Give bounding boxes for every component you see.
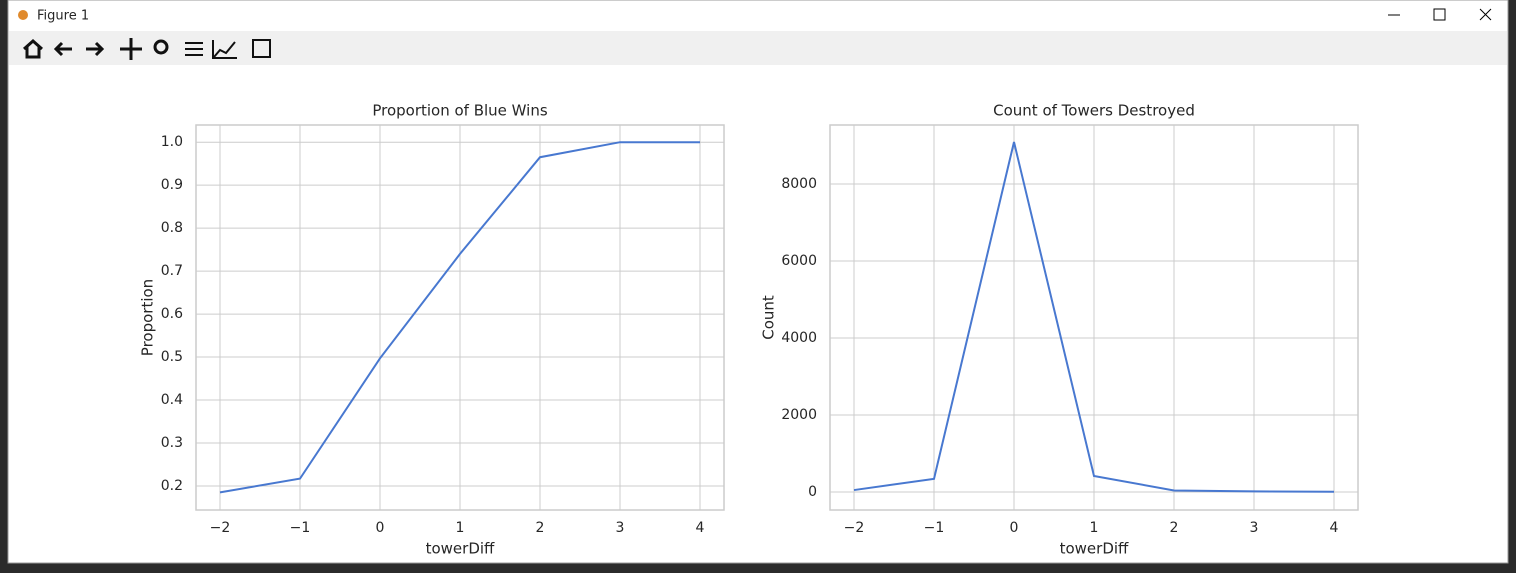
y-tick-label: 0.4: [161, 392, 183, 408]
x-tick-label: 0: [1010, 520, 1019, 536]
y-axis-label: Proportion: [139, 279, 157, 356]
y-tick-label: 8000: [781, 176, 817, 192]
maximize-button[interactable]: [1433, 8, 1446, 21]
x-tick-label: 3: [616, 520, 625, 536]
y-tick-label: 0.5: [161, 349, 183, 365]
window-title: Figure 1: [37, 9, 89, 24]
x-tick-label: 2: [536, 520, 545, 536]
y-tick-label: 0: [808, 484, 817, 500]
app-icon: [18, 10, 28, 20]
y-tick-label: 0.7: [161, 263, 183, 279]
x-axis-label: towerDiff: [1060, 540, 1129, 558]
toolbar: [9, 31, 1507, 65]
y-axis-label: Count: [760, 295, 778, 340]
x-tick-label: 4: [1330, 520, 1339, 536]
x-tick-label: 0: [376, 520, 385, 536]
x-tick-label: −2: [210, 520, 231, 536]
back-button[interactable]: [53, 41, 72, 57]
line-series: [853, 141, 1335, 493]
x-tick-label: 1: [456, 520, 465, 536]
y-tick-label: 0.3: [161, 435, 183, 451]
window: [7, 0, 1509, 564]
y-tick-label: 0.2: [161, 478, 183, 494]
forward-button[interactable]: [86, 41, 105, 57]
toolbar-icons: [23, 38, 271, 60]
close-button[interactable]: [1479, 8, 1492, 21]
x-tick-label: 1: [1090, 520, 1099, 536]
x-axis-label: towerDiff: [426, 540, 495, 558]
y-tick-label: 0.8: [161, 220, 183, 236]
pan-button[interactable]: [120, 38, 142, 60]
axes-frame: [195, 124, 725, 511]
chart-title: Count of Towers Destroyed: [993, 102, 1195, 120]
save-button[interactable]: [252, 39, 271, 58]
y-tick-label: 2000: [781, 407, 817, 423]
configure-button[interactable]: [185, 42, 203, 56]
y-tick-label: 1.0: [161, 134, 183, 150]
y-tick-label: 0.6: [161, 306, 183, 322]
zoom-button[interactable]: [153, 39, 169, 55]
axes-frame: [829, 124, 1359, 511]
y-tick-label: 6000: [781, 253, 817, 269]
edit-button[interactable]: [212, 40, 237, 59]
x-tick-label: −1: [924, 520, 945, 536]
x-tick-label: −2: [844, 520, 865, 536]
y-tick-label: 0.9: [161, 177, 183, 193]
home-button[interactable]: [23, 38, 43, 59]
y-tick-label: 4000: [781, 330, 817, 346]
line-series: [219, 141, 700, 494]
chart-title: Proportion of Blue Wins: [372, 102, 548, 120]
x-tick-label: −1: [290, 520, 311, 536]
x-tick-label: 4: [696, 520, 705, 536]
x-tick-label: 2: [1170, 520, 1179, 536]
x-tick-label: 3: [1250, 520, 1259, 536]
